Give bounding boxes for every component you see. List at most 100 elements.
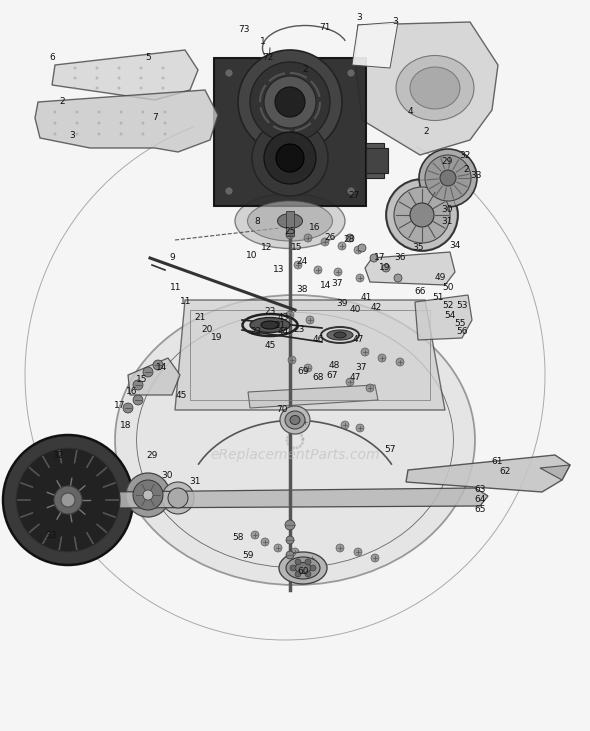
Ellipse shape xyxy=(334,332,346,338)
Circle shape xyxy=(356,274,364,282)
Circle shape xyxy=(238,50,342,154)
Circle shape xyxy=(264,76,316,128)
Ellipse shape xyxy=(292,447,295,450)
Circle shape xyxy=(286,536,294,544)
Circle shape xyxy=(117,77,120,80)
Ellipse shape xyxy=(301,442,304,445)
Circle shape xyxy=(295,571,301,577)
Text: 17: 17 xyxy=(114,401,126,409)
Circle shape xyxy=(117,67,120,69)
Circle shape xyxy=(305,559,311,565)
Circle shape xyxy=(143,490,153,500)
Ellipse shape xyxy=(300,434,303,437)
Text: 72: 72 xyxy=(263,53,274,62)
Text: 62: 62 xyxy=(499,468,511,477)
Ellipse shape xyxy=(394,187,450,243)
Text: 23: 23 xyxy=(293,325,304,335)
Text: 43: 43 xyxy=(277,314,289,322)
Text: 51: 51 xyxy=(432,294,444,303)
Ellipse shape xyxy=(301,439,304,442)
Text: 30: 30 xyxy=(161,471,173,480)
Circle shape xyxy=(366,384,374,392)
Text: 69: 69 xyxy=(297,368,309,376)
Text: 32: 32 xyxy=(53,450,64,460)
Text: 2: 2 xyxy=(463,165,469,175)
Text: 16: 16 xyxy=(309,224,321,232)
Text: 6: 6 xyxy=(49,53,55,62)
Polygon shape xyxy=(352,22,398,68)
Text: 38: 38 xyxy=(296,286,308,295)
Circle shape xyxy=(305,571,311,577)
Text: 71: 71 xyxy=(319,23,331,32)
Text: 64: 64 xyxy=(474,496,486,504)
Circle shape xyxy=(54,110,57,113)
Text: 55: 55 xyxy=(454,319,466,327)
Ellipse shape xyxy=(279,552,327,584)
Text: 56: 56 xyxy=(456,327,468,336)
Polygon shape xyxy=(35,90,218,152)
Text: 15: 15 xyxy=(136,376,148,385)
Circle shape xyxy=(16,448,120,552)
Circle shape xyxy=(304,234,312,242)
Text: 58: 58 xyxy=(232,534,244,542)
Circle shape xyxy=(370,254,378,262)
Text: 17: 17 xyxy=(374,254,386,262)
Circle shape xyxy=(321,238,329,246)
Circle shape xyxy=(97,132,100,135)
Circle shape xyxy=(410,203,434,227)
Ellipse shape xyxy=(419,149,477,207)
Circle shape xyxy=(123,403,133,413)
Ellipse shape xyxy=(410,67,460,109)
Circle shape xyxy=(286,231,294,239)
Circle shape xyxy=(276,144,304,172)
Polygon shape xyxy=(415,295,472,340)
Text: 3: 3 xyxy=(356,12,362,21)
Text: 4: 4 xyxy=(407,107,413,116)
Circle shape xyxy=(162,67,165,69)
Circle shape xyxy=(225,69,233,77)
Circle shape xyxy=(261,538,269,546)
Circle shape xyxy=(264,132,316,184)
Circle shape xyxy=(142,132,145,135)
Text: 19: 19 xyxy=(379,263,391,273)
Ellipse shape xyxy=(287,442,290,445)
Circle shape xyxy=(286,311,294,319)
Ellipse shape xyxy=(289,445,292,448)
Text: 54: 54 xyxy=(444,311,455,319)
Text: 37: 37 xyxy=(355,363,367,373)
Circle shape xyxy=(250,62,330,142)
Bar xyxy=(190,310,430,400)
Polygon shape xyxy=(175,300,445,410)
Ellipse shape xyxy=(295,562,311,574)
Circle shape xyxy=(142,121,145,124)
Text: 3: 3 xyxy=(392,18,398,26)
Ellipse shape xyxy=(296,446,299,450)
Text: 18: 18 xyxy=(120,420,132,430)
Bar xyxy=(214,58,366,206)
Circle shape xyxy=(284,414,292,422)
Bar xyxy=(366,143,384,178)
Polygon shape xyxy=(540,465,570,480)
Text: 14: 14 xyxy=(320,281,332,289)
Text: 7: 7 xyxy=(152,113,158,123)
Ellipse shape xyxy=(261,321,279,329)
Circle shape xyxy=(74,86,77,89)
Circle shape xyxy=(334,268,342,276)
Circle shape xyxy=(225,187,233,195)
Circle shape xyxy=(54,486,82,514)
Text: 73: 73 xyxy=(238,26,250,34)
Text: 11: 11 xyxy=(181,298,192,306)
Circle shape xyxy=(274,544,282,552)
Text: 23: 23 xyxy=(264,308,276,317)
Circle shape xyxy=(139,86,143,89)
Circle shape xyxy=(346,234,354,242)
Circle shape xyxy=(163,121,166,124)
Circle shape xyxy=(336,544,344,552)
Text: 29: 29 xyxy=(146,450,158,460)
Ellipse shape xyxy=(286,557,320,579)
Text: 44: 44 xyxy=(277,327,289,336)
Circle shape xyxy=(394,274,402,282)
Text: 1: 1 xyxy=(260,37,266,47)
Polygon shape xyxy=(52,50,198,100)
Ellipse shape xyxy=(299,444,301,447)
